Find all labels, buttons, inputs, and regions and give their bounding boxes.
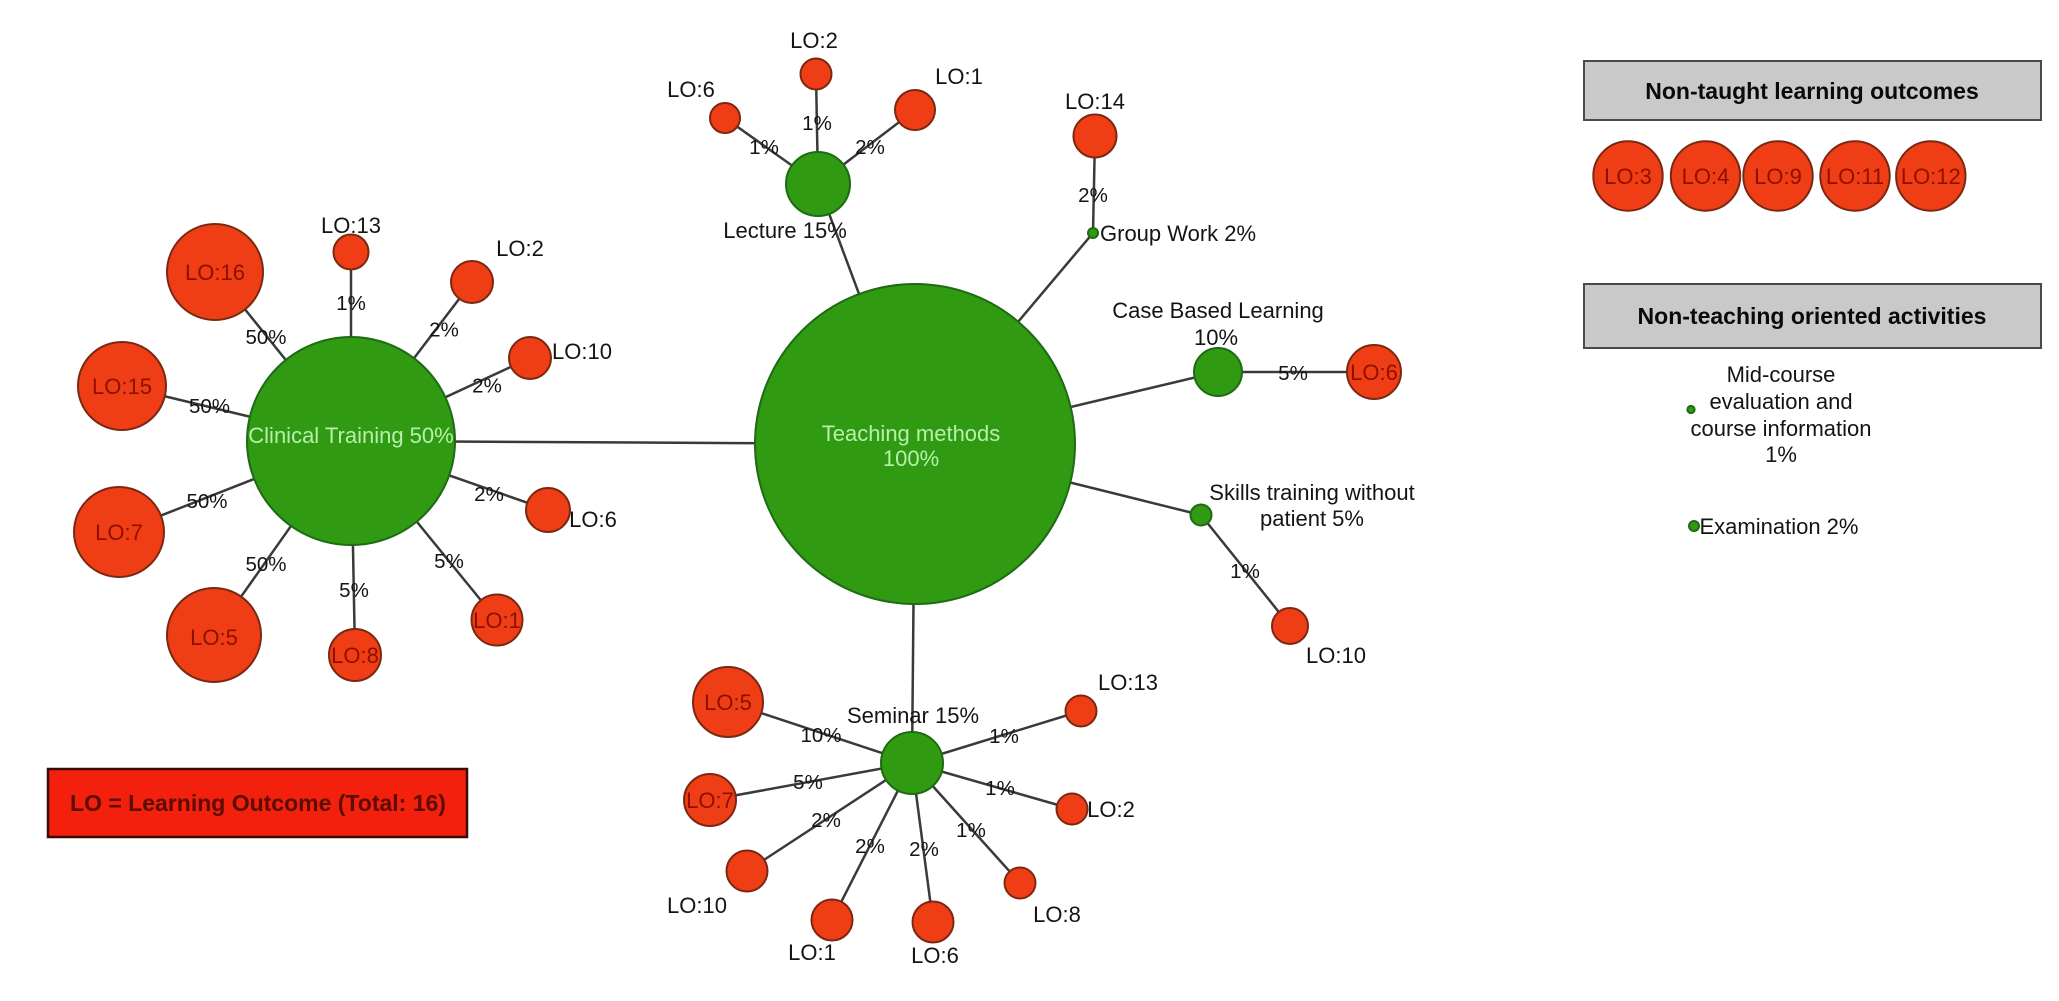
- svg-text:5%: 5%: [339, 579, 369, 602]
- svg-text:1%: 1%: [989, 725, 1019, 748]
- svg-text:LO:6: LO:6: [667, 77, 715, 102]
- svg-text:50%: 50%: [189, 395, 230, 418]
- svg-text:2%: 2%: [472, 375, 502, 398]
- svg-text:LO:16: LO:16: [185, 260, 245, 285]
- svg-text:LO:5: LO:5: [704, 690, 752, 715]
- svg-text:100%: 100%: [883, 446, 939, 471]
- svg-text:LO:6: LO:6: [1350, 360, 1398, 385]
- svg-text:2%: 2%: [1078, 184, 1108, 207]
- svg-text:LO:12: LO:12: [1901, 164, 1961, 189]
- svg-text:Case Based Learning: Case Based Learning: [1112, 298, 1324, 323]
- svg-text:2%: 2%: [429, 319, 459, 342]
- svg-text:LO:10: LO:10: [667, 893, 727, 918]
- svg-text:Examination 2%: Examination 2%: [1700, 514, 1859, 539]
- svg-text:LO:8: LO:8: [1033, 902, 1081, 927]
- svg-text:LO:7: LO:7: [95, 520, 143, 545]
- svg-text:5%: 5%: [793, 771, 823, 794]
- svg-text:LO:13: LO:13: [321, 213, 381, 238]
- svg-text:10%: 10%: [1194, 325, 1238, 350]
- svg-text:course information: course information: [1691, 416, 1872, 441]
- svg-text:50%: 50%: [245, 553, 286, 576]
- svg-text:LO:14: LO:14: [1065, 89, 1125, 114]
- svg-text:LO:7: LO:7: [686, 788, 734, 813]
- svg-text:Lecture 15%: Lecture 15%: [723, 218, 847, 243]
- svg-text:LO:1: LO:1: [788, 940, 836, 965]
- svg-text:Teaching methods: Teaching methods: [822, 421, 1001, 446]
- svg-text:2%: 2%: [855, 835, 885, 858]
- svg-text:Group Work 2%: Group Work 2%: [1100, 221, 1256, 246]
- svg-text:1%: 1%: [956, 819, 986, 842]
- svg-text:LO:1: LO:1: [935, 64, 983, 89]
- svg-text:Clinical Training 50%: Clinical Training 50%: [248, 423, 453, 448]
- svg-text:Seminar 15%: Seminar 15%: [847, 703, 979, 728]
- svg-text:Non-taught learning outcomes: Non-taught learning outcomes: [1645, 78, 1979, 104]
- svg-text:LO:1: LO:1: [473, 608, 521, 633]
- svg-text:Non-teaching oriented activiti: Non-teaching oriented activities: [1638, 303, 1987, 329]
- svg-text:LO:2: LO:2: [496, 236, 544, 261]
- svg-text:2%: 2%: [811, 809, 841, 832]
- svg-text:LO = Learning Outcome (Total:: LO = Learning Outcome (Total: 16): [70, 790, 446, 816]
- svg-text:2%: 2%: [855, 136, 885, 159]
- svg-text:2%: 2%: [909, 838, 939, 861]
- svg-text:Mid-course: Mid-course: [1727, 362, 1836, 387]
- svg-text:1%: 1%: [1765, 442, 1797, 467]
- svg-text:1%: 1%: [985, 777, 1015, 800]
- svg-text:LO:9: LO:9: [1754, 164, 1802, 189]
- svg-text:LO:6: LO:6: [911, 943, 959, 968]
- svg-text:LO:11: LO:11: [1826, 164, 1884, 189]
- svg-text:1%: 1%: [336, 292, 366, 315]
- svg-text:Skills training without: Skills training without: [1209, 480, 1414, 505]
- svg-text:LO:6: LO:6: [569, 507, 617, 532]
- svg-text:10%: 10%: [800, 724, 841, 747]
- svg-text:LO:3: LO:3: [1604, 164, 1652, 189]
- svg-text:LO:2: LO:2: [790, 28, 838, 53]
- svg-text:LO:13: LO:13: [1098, 670, 1158, 695]
- svg-text:1%: 1%: [802, 112, 832, 135]
- svg-text:LO:5: LO:5: [190, 625, 238, 650]
- svg-text:50%: 50%: [245, 326, 286, 349]
- svg-text:LO:4: LO:4: [1682, 164, 1730, 189]
- svg-text:patient 5%: patient 5%: [1260, 506, 1364, 531]
- svg-text:5%: 5%: [1278, 362, 1308, 385]
- svg-text:LO:2: LO:2: [1087, 797, 1135, 822]
- svg-text:LO:10: LO:10: [1306, 643, 1366, 668]
- svg-text:LO:10: LO:10: [552, 339, 612, 364]
- svg-text:1%: 1%: [1230, 560, 1260, 583]
- svg-text:50%: 50%: [186, 490, 227, 513]
- svg-text:LO:15: LO:15: [92, 374, 152, 399]
- svg-text:5%: 5%: [434, 550, 464, 573]
- svg-text:LO:8: LO:8: [331, 643, 379, 668]
- svg-text:evaluation and: evaluation and: [1709, 389, 1852, 414]
- svg-text:1%: 1%: [749, 136, 779, 159]
- svg-text:2%: 2%: [474, 483, 504, 506]
